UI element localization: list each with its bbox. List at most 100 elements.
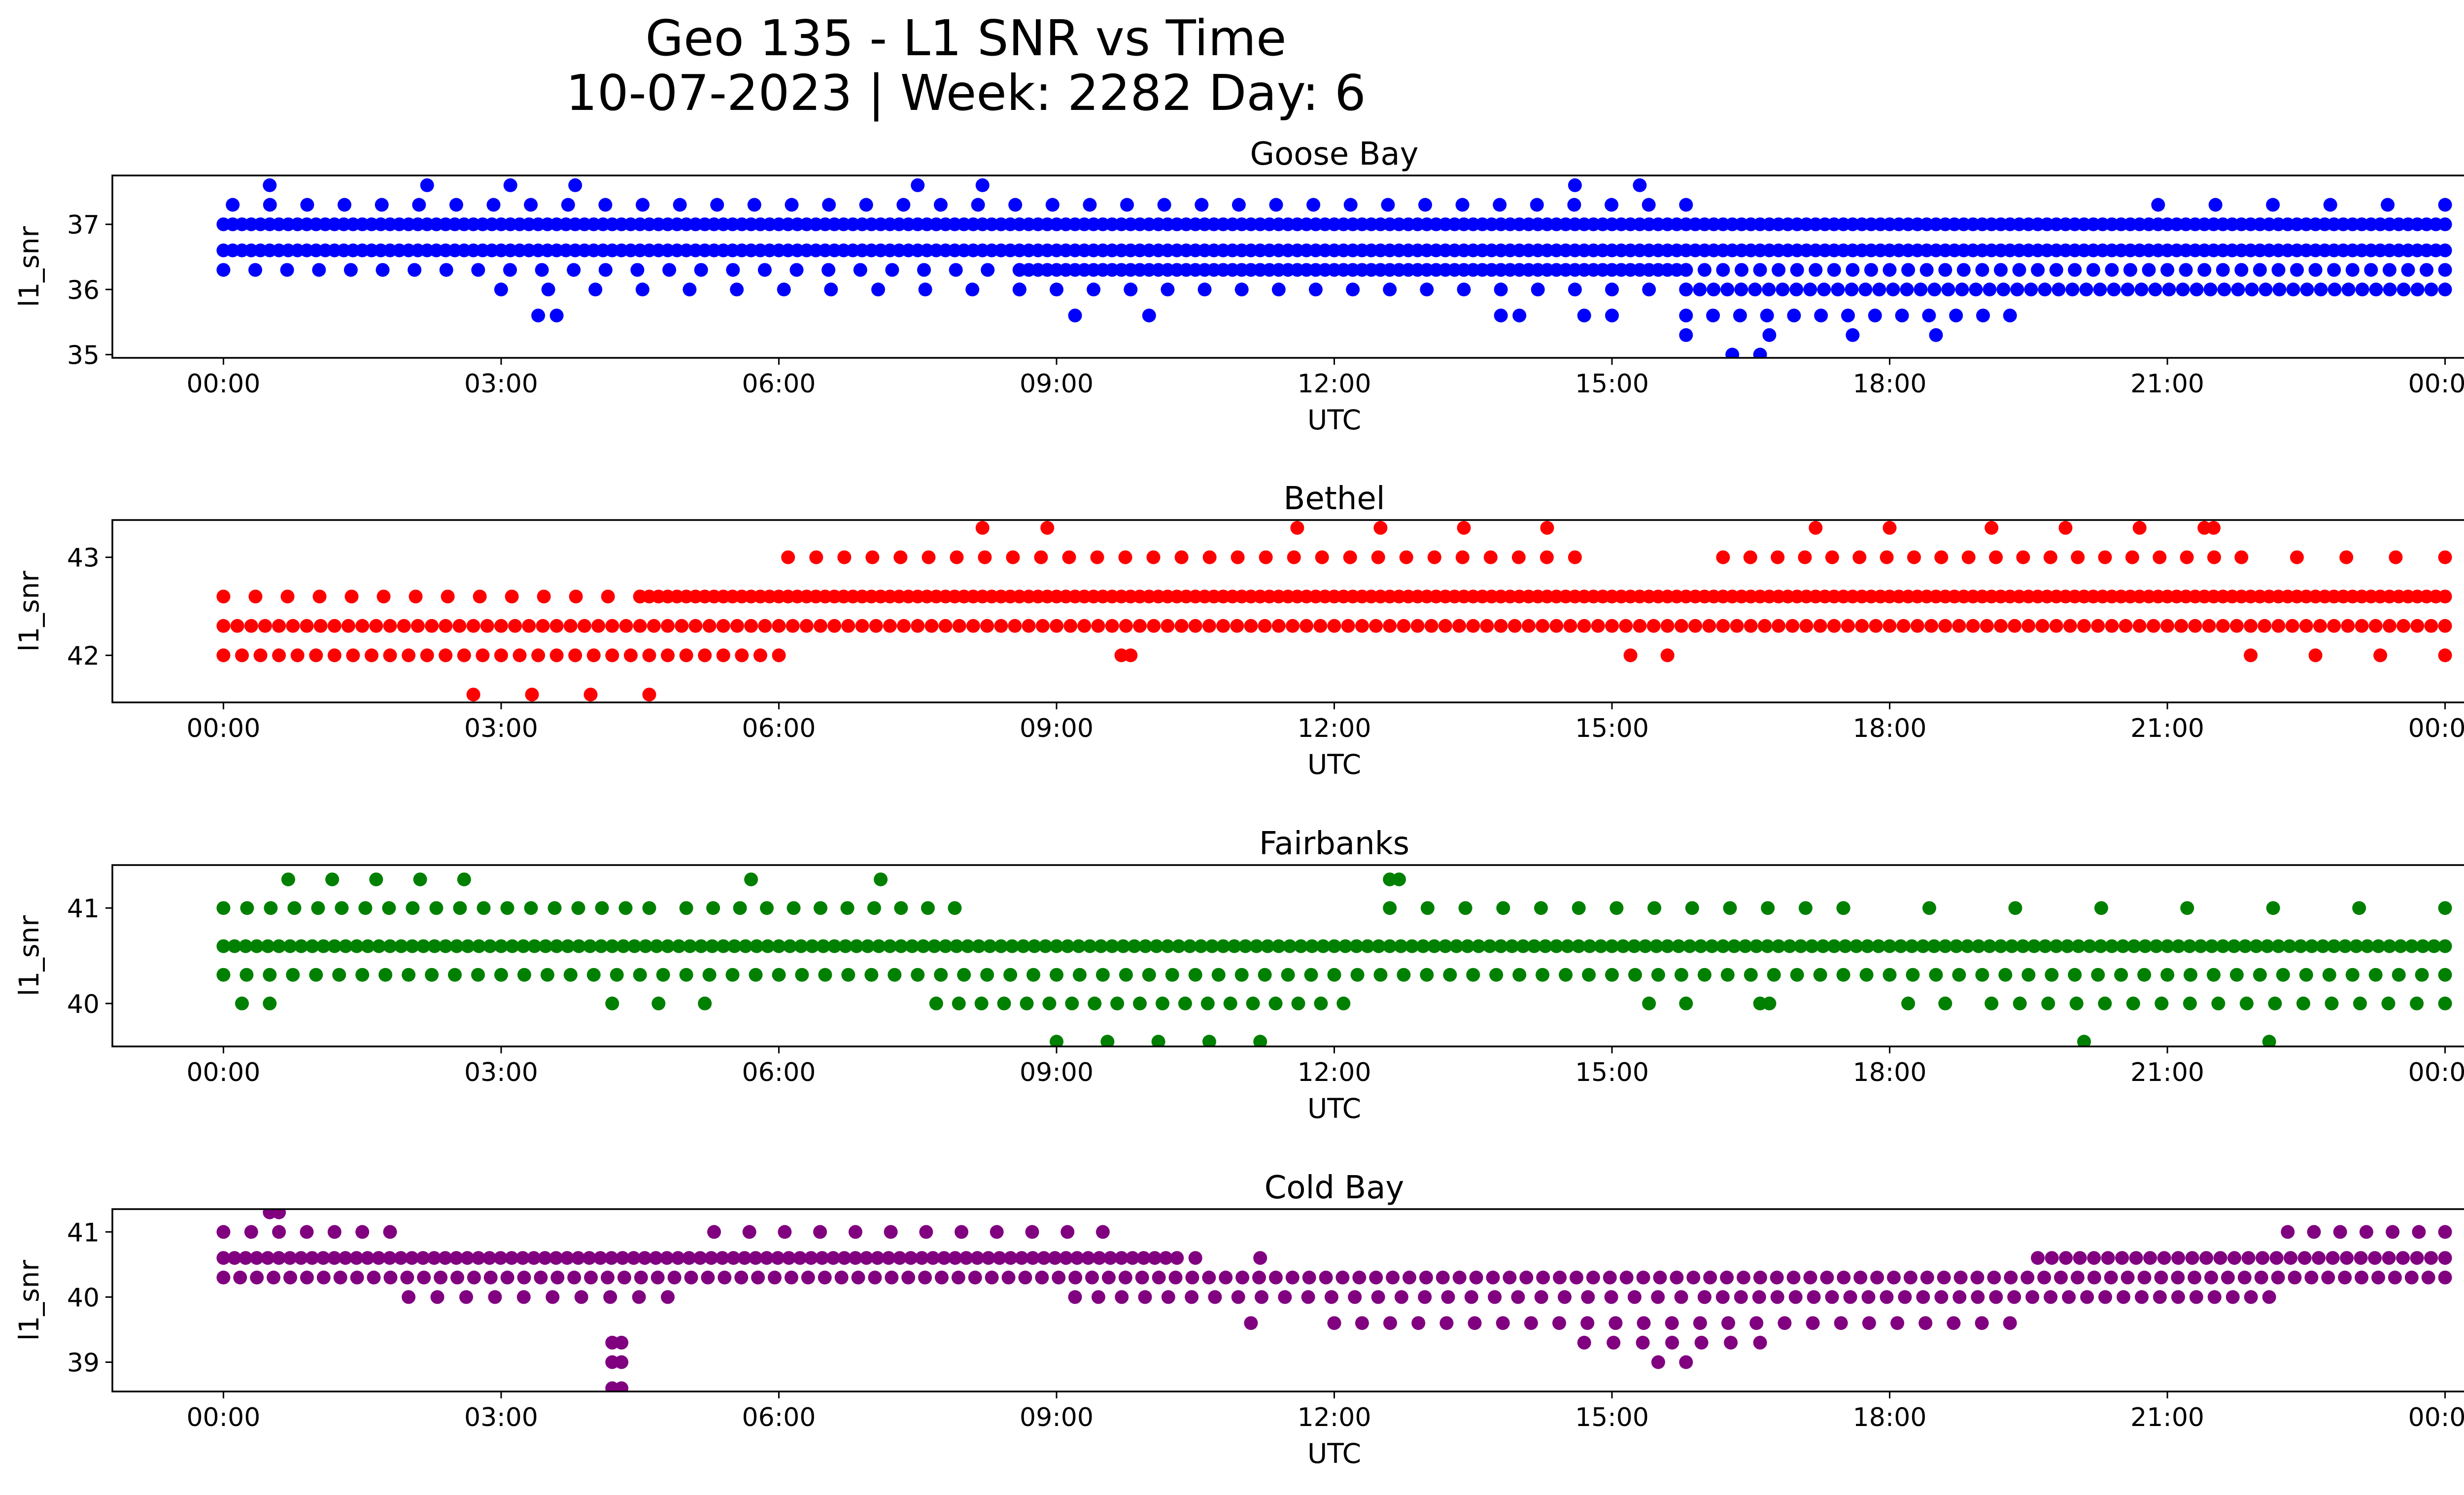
chart-1-point (2119, 619, 2133, 633)
chart-3-point (2297, 1251, 2312, 1265)
chart-2-point (2183, 996, 2197, 1010)
chart-2-point (2149, 939, 2163, 953)
chart-2-point (1458, 901, 1472, 915)
chart-2-point (1027, 968, 1040, 982)
chart-3-point (283, 1251, 297, 1265)
chart-0-point (853, 263, 867, 277)
chart-3-point (1439, 1316, 1454, 1330)
chart-0-point (1008, 198, 1023, 212)
chart-1-point (1827, 619, 1841, 633)
chart-3-point (1953, 1270, 1968, 1285)
chart-2-point (816, 939, 830, 953)
chart-0-point (439, 263, 453, 277)
chart-2-point (1016, 939, 1030, 953)
chart-3-point (1890, 1316, 1905, 1330)
chart-2-point (583, 939, 597, 953)
chart-2-point (1985, 996, 1999, 1010)
chart-2-point (1727, 939, 1741, 953)
chart-3-point (434, 1270, 448, 1285)
chart-3-point (1319, 1270, 1333, 1285)
chart-1-point (758, 619, 772, 633)
chart-3-point (261, 1251, 275, 1265)
chart-3-point (1665, 1316, 1679, 1330)
chart-2-xtick-label: 06:00 (742, 1058, 816, 1087)
chart-0-point (1124, 282, 1138, 297)
chart-2-point (1882, 939, 1897, 953)
chart-0-point (885, 263, 899, 277)
chart-2-point (2238, 939, 2252, 953)
chart-3-point (1693, 1316, 1707, 1330)
chart-1-point (346, 648, 360, 662)
chart-0-point (2410, 282, 2425, 297)
chart-3-point (400, 1270, 414, 1285)
figure-title-line1: Geo 135 - L1 SNR vs Time (646, 9, 1287, 67)
chart-2-point (1697, 968, 1711, 982)
chart-2-point (883, 939, 897, 953)
chart-2-point (1516, 939, 1530, 953)
chart-2-point (1723, 901, 1737, 915)
chart-3-point (1971, 1290, 1985, 1304)
chart-3-point (2171, 1270, 2185, 1285)
chart-0-point (343, 263, 358, 277)
chart-2-point (1119, 968, 1133, 982)
chart-2-point (294, 939, 308, 953)
chart-1-title: Bethel (1283, 481, 1385, 517)
chart-2-point (1705, 939, 1719, 953)
chart-0-point (2369, 282, 2383, 297)
chart-3-point (1324, 1290, 1338, 1304)
chart-1-point (508, 619, 522, 633)
chart-2-point (1094, 939, 1108, 953)
chart-2-point (727, 939, 742, 953)
chart-1-point (786, 619, 800, 633)
chart-1-point (1966, 619, 1980, 633)
chart-1-point (2043, 550, 2057, 564)
chart-3-point (382, 1251, 397, 1265)
chart-1-point (1341, 619, 1355, 633)
chart-3-point (718, 1270, 732, 1285)
chart-0-point (1864, 263, 1878, 277)
chart-3-point (1834, 1316, 1848, 1330)
chart-1-point (698, 648, 712, 662)
chart-2-point (263, 996, 277, 1010)
chart-3-point (1607, 1335, 1621, 1350)
chart-1-point (2098, 550, 2112, 564)
chart-1-point (1880, 550, 1894, 564)
chart-2-point (216, 901, 231, 915)
chart-1-point (623, 648, 638, 662)
subplot-fairbanks: Fairbanks 00:00 03:00 06:00 09:00 12:00 15:00 1… (13, 826, 2464, 1124)
chart-2-point (595, 901, 609, 915)
chart-2-point (1859, 968, 1874, 982)
chart-2-point (250, 939, 264, 953)
chart-3-point (1806, 1316, 1820, 1330)
chart-2-point (2083, 939, 2097, 953)
chart-2-point (2045, 968, 2059, 982)
chart-3-point (734, 1270, 749, 1285)
chart-1-point (1994, 619, 2008, 633)
chart-3-point (1059, 1251, 1073, 1265)
chart-0-point (635, 282, 650, 297)
chart-2-point (957, 968, 971, 982)
chart-0-point (1455, 198, 1470, 212)
chart-2-point (1083, 939, 1097, 953)
chart-2-point (1642, 996, 1656, 1010)
chart-2-point (1472, 939, 1486, 953)
chart-1-point (355, 619, 370, 633)
chart-1-point (327, 648, 342, 662)
chart-3-xtick-label: 09:00 (1020, 1403, 1094, 1432)
chart-1-xtick-label: 00:00 (2408, 714, 2464, 743)
chart-3-point (2117, 1290, 2130, 1304)
chart-0-point (1814, 309, 1828, 323)
chart-3-point (427, 1251, 441, 1265)
chart-2-point (2013, 996, 2027, 1010)
chart-0-point (1882, 263, 1897, 277)
chart-3-point (693, 1251, 707, 1265)
chart-0-point (2093, 282, 2107, 297)
chart-3-point (272, 1209, 286, 1219)
chart-3-point (574, 1290, 588, 1304)
chart-0-point (1716, 263, 1730, 277)
chart-0-point (541, 282, 555, 297)
subplot-goose-bay: Goose Bay 00:00 03:00 06:00 09:00 12:00 15:00 1… (13, 136, 2464, 436)
chart-1-point (2063, 619, 2077, 633)
chart-1-point (1230, 619, 1244, 633)
chart-3-point (560, 1251, 574, 1265)
